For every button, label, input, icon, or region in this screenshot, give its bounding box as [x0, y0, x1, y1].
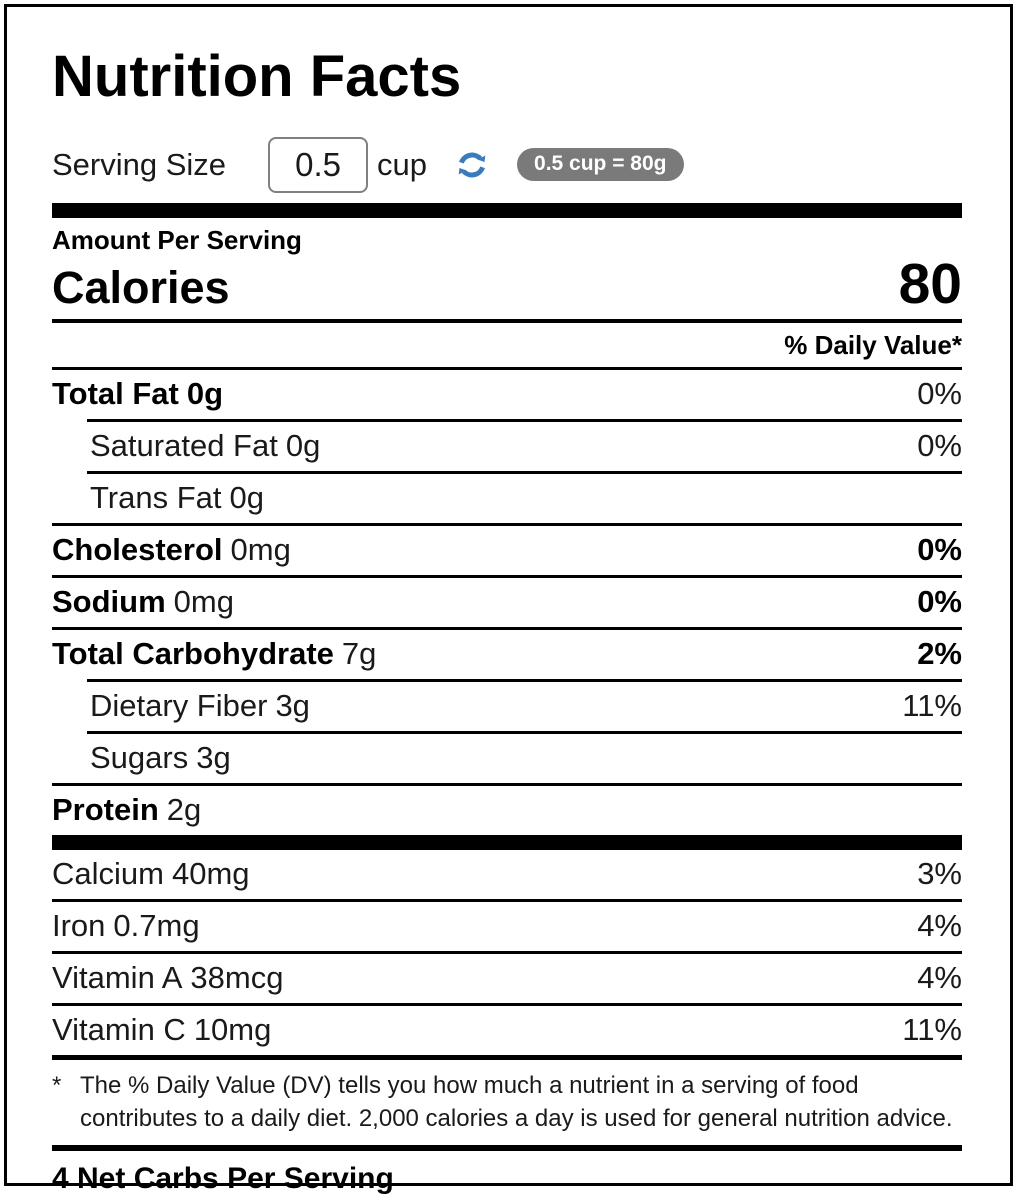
nutrient-amount: 0mg	[173, 583, 234, 619]
nutrient-row-protein: Protein 2g	[52, 782, 962, 835]
serving-size-label: Serving Size	[52, 146, 227, 182]
calories-row: Calories 80	[52, 251, 962, 323]
nutrient-row-saturated-fat: Saturated Fat 0g 0%	[87, 418, 962, 471]
nutrient-daily-value: 4%	[917, 907, 962, 943]
nutrient-name: Total Fat	[52, 375, 179, 411]
nutrient-name: Vitamin A	[52, 959, 183, 995]
nutrient-daily-value: 2%	[917, 635, 962, 671]
nutrient-amount: 0mg	[230, 531, 291, 567]
nutrient-amount: 3g	[275, 687, 310, 723]
separator-bar-top	[52, 202, 962, 218]
nutrient-daily-value: 4%	[917, 959, 962, 995]
nutrient-name: Trans Fat	[90, 479, 222, 515]
serving-weight-badge: 0.5 cup = 80g	[517, 148, 684, 182]
calories-value: 80	[898, 251, 962, 316]
nutrient-daily-value: 0%	[917, 531, 962, 567]
serving-size-row: Serving Size cup 0.5 cup = 80g	[52, 136, 962, 193]
nutrient-name: Vitamin C	[52, 1011, 186, 1047]
nutrient-row-total-fat: Total Fat 0g 0%	[52, 370, 962, 419]
nutrient-name: Dietary Fiber	[90, 687, 268, 723]
nutrient-row-vitamin-a: Vitamin A 38mcg 4%	[52, 950, 962, 1003]
nutrient-amount: 10mg	[193, 1011, 272, 1047]
nutrient-name: Sugars	[90, 739, 189, 775]
footnote-text: The % Daily Value (DV) tells you how muc…	[80, 1071, 953, 1132]
nutrient-amount: 40mg	[171, 855, 250, 891]
nutrient-row-total-carbohydrate: Total Carbohydrate 7g 2%	[52, 626, 962, 679]
nutrient-amount: 3g	[196, 739, 231, 775]
nutrient-amount: 0.7mg	[113, 907, 200, 943]
serving-unit-label: cup	[377, 146, 428, 182]
nutrient-row-trans-fat: Trans Fat 0g	[87, 470, 962, 523]
net-carbs-label: 4 Net Carbs Per Serving	[52, 1144, 962, 1196]
nutrient-daily-value: 11%	[902, 687, 962, 723]
nutrient-name: Calcium	[52, 855, 164, 891]
nutrient-amount: 0g	[186, 375, 224, 411]
nutrient-name: Saturated Fat	[90, 427, 278, 463]
nutrient-amount: 7g	[341, 635, 377, 671]
nutrient-name: Cholesterol	[52, 531, 223, 567]
nutrient-row-vitamin-c: Vitamin C 10mg 11%	[52, 1002, 962, 1055]
nutrient-daily-value: 0%	[917, 375, 962, 411]
nutrient-daily-value: 3%	[917, 855, 962, 891]
footnote-asterisk: *	[52, 1071, 62, 1099]
nutrient-amount: 0g	[229, 479, 264, 515]
nutrient-rows: Total Fat 0g 0% Saturated Fat 0g 0% Trans …	[52, 370, 962, 835]
calories-label: Calories	[52, 261, 230, 313]
nutrient-daily-value: 11%	[902, 1011, 962, 1047]
daily-value-footnote: * The % Daily Value (DV) tells you how m…	[52, 1060, 962, 1145]
nutrient-name: Sodium	[52, 583, 166, 619]
nutrient-row-sugars: Sugars 3g	[87, 730, 962, 783]
nutrient-amount: 2g	[166, 791, 202, 827]
serving-size-input[interactable]	[268, 136, 369, 193]
nutrient-row-cholesterol: Cholesterol 0mg 0%	[52, 522, 962, 575]
nutrient-daily-value: 0%	[917, 583, 962, 619]
nutrient-name: Total Carbohydrate	[52, 635, 334, 671]
nutrient-row-calcium: Calcium 40mg 3%	[52, 850, 962, 899]
label-title: Nutrition Facts	[52, 44, 462, 109]
nutrient-name: Iron	[52, 907, 106, 943]
nutrient-amount: 38mcg	[190, 959, 284, 995]
refresh-icon[interactable]	[453, 146, 491, 184]
nutrient-amount: 0g	[285, 427, 321, 463]
nutrient-name: Protein	[52, 791, 159, 827]
separator-bar-middle	[52, 834, 962, 850]
micronutrient-rows: Calcium 40mg 3% Iron 0.7mg 4% Vitamin A 38m…	[52, 850, 962, 1060]
daily-value-header: % Daily Value*	[52, 323, 962, 370]
nutrient-row-sodium: Sodium 0mg 0%	[52, 574, 962, 627]
amount-per-serving-label: Amount Per Serving	[52, 224, 302, 255]
nutrient-row-iron: Iron 0.7mg 4%	[52, 898, 962, 951]
nutrition-label: Nutrition Facts Serving Size cup 0.5 cup…	[4, 4, 1013, 1195]
nutrient-daily-value: 0%	[917, 427, 962, 463]
nutrient-row-dietary-fiber: Dietary Fiber 3g 11%	[87, 678, 962, 731]
